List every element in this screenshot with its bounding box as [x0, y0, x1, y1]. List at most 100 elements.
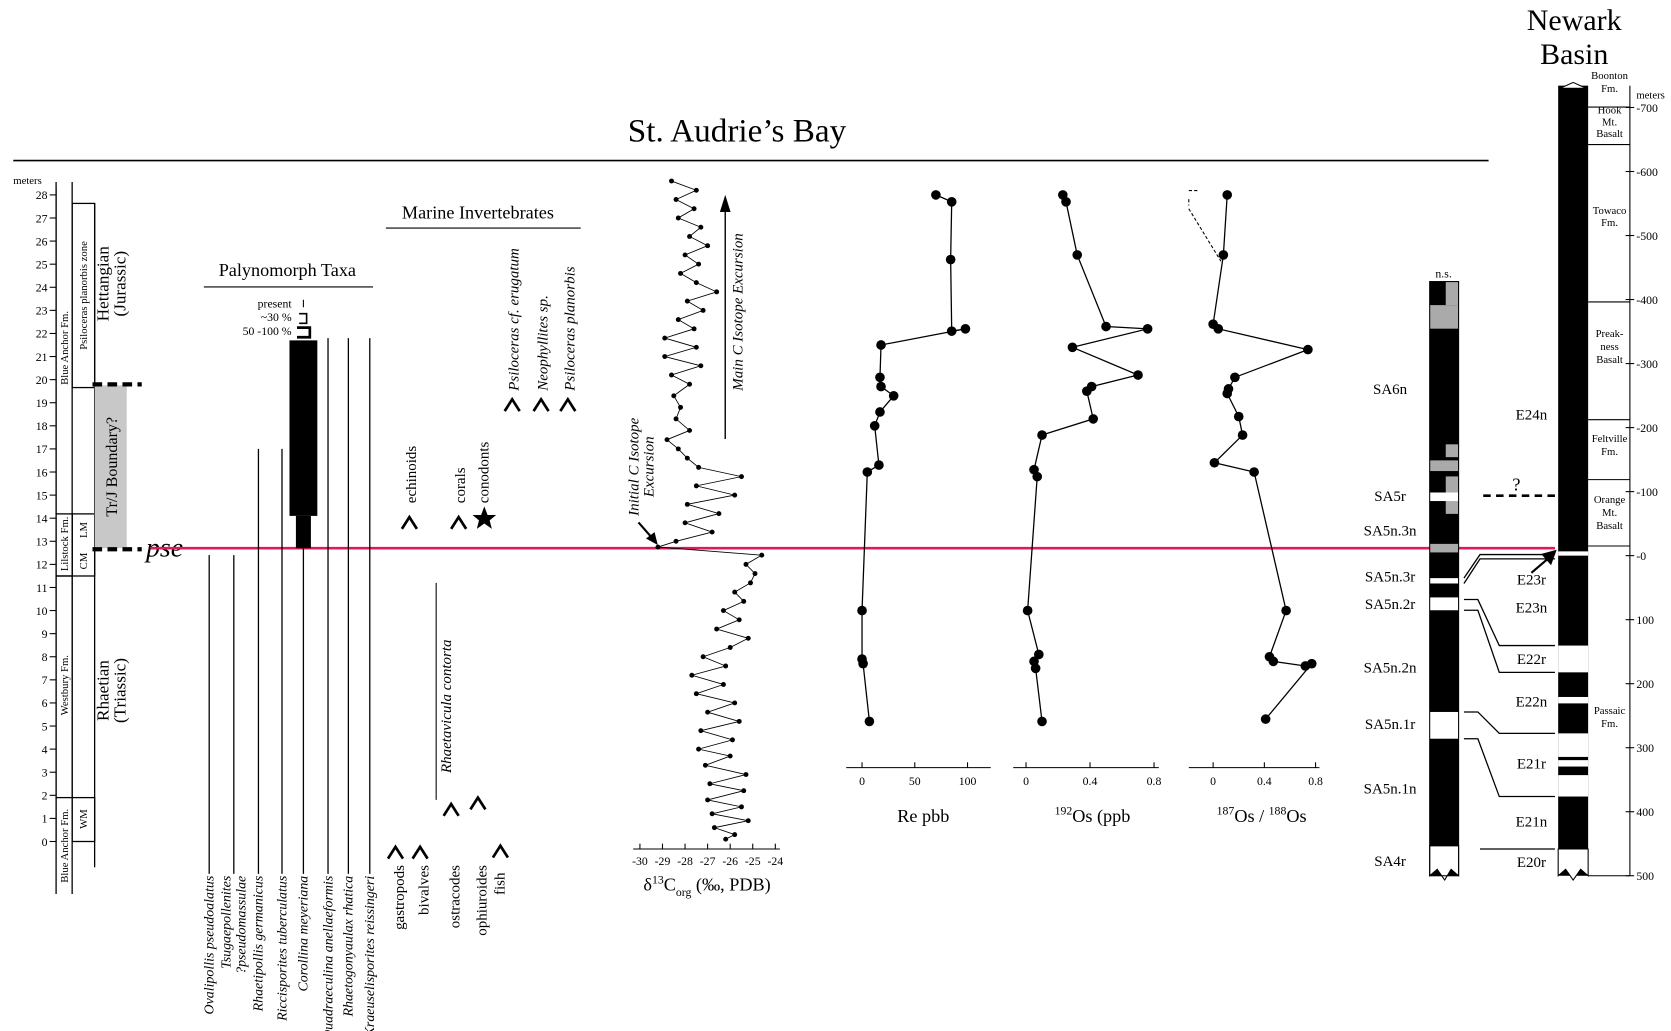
data-point	[1133, 370, 1143, 380]
data-point	[876, 381, 886, 392]
tick-label: 24	[36, 282, 48, 295]
tick-label: 19	[36, 397, 48, 410]
formation: Basalt	[1596, 354, 1623, 366]
data-point	[741, 788, 747, 794]
data-point	[682, 520, 688, 526]
data-point	[946, 326, 957, 336]
data-point	[876, 340, 886, 350]
magnetozone: E21r	[1517, 757, 1546, 773]
data-point	[687, 233, 693, 239]
section-title: Palynomorph Taxa	[219, 260, 356, 280]
tick-label: 1	[42, 813, 48, 826]
tick-label: -200	[1636, 422, 1658, 435]
data-point	[678, 404, 684, 410]
data-point	[1030, 663, 1041, 674]
formation: Fm.	[1601, 446, 1618, 458]
tick-label: -300	[1636, 358, 1658, 371]
profile-line	[1026, 194, 1148, 722]
data-point	[752, 571, 758, 577]
boundary-label: Tr/J Boundary?	[104, 417, 121, 517]
magnetozone: E24n	[1516, 408, 1548, 424]
tick-label: 3	[42, 767, 48, 780]
tick-label: 20	[36, 374, 48, 387]
axis-label: meters	[1636, 89, 1665, 101]
data-point	[698, 363, 704, 369]
arrow-head	[646, 532, 658, 545]
taxon-label: fish	[493, 872, 509, 895]
taxon-label: Tsugaepollenites	[220, 876, 235, 969]
arrow	[1530, 549, 1557, 574]
zone: Psiloceras planorbis zone	[78, 241, 90, 350]
member: CM	[78, 552, 90, 569]
tick-label: 16	[36, 466, 48, 479]
data-point	[888, 390, 899, 401]
data-point	[705, 243, 711, 249]
data-point	[684, 298, 690, 304]
data-point	[698, 224, 704, 230]
magnetozone: E20r	[1517, 855, 1546, 871]
tick-label: 200	[1636, 678, 1654, 691]
data-point	[673, 197, 679, 202]
data-point	[696, 261, 702, 267]
data-point	[714, 626, 720, 632]
data-point	[732, 700, 738, 706]
tick-label: 25	[36, 258, 48, 271]
formation: Blue Anchor Fm.	[59, 809, 71, 883]
data-point	[707, 781, 713, 787]
data-point	[669, 178, 674, 184]
data-point	[696, 464, 702, 470]
tick-label: 13	[36, 536, 48, 549]
tick-label: 0.4	[1083, 775, 1098, 788]
magnetozone: SA6n	[1373, 382, 1408, 398]
tick-label: -600	[1636, 166, 1658, 179]
formation: Westbury Fm.	[59, 655, 71, 715]
profile-line	[657, 180, 764, 840]
profile-line	[1212, 194, 1314, 720]
data-point	[875, 372, 885, 383]
taxon-label: Ovalipollis pseudoalatus	[202, 876, 217, 1015]
occurrence-marker	[472, 506, 497, 529]
data-point	[1222, 388, 1233, 399]
data-point	[711, 825, 717, 831]
axis-title: 187Os / 188Os	[1217, 805, 1307, 826]
data-point	[1268, 656, 1279, 667]
note: n.s.	[1435, 267, 1451, 280]
tick-label: 400	[1636, 806, 1654, 819]
formation: Basalt	[1596, 128, 1623, 140]
tick-label: 300	[1636, 742, 1654, 755]
tick-label: 28	[36, 189, 48, 202]
magnetozone: E23r	[1517, 573, 1546, 589]
data-point	[678, 270, 684, 276]
tick-label: -30	[632, 855, 648, 868]
stage: Hettangian	[94, 246, 113, 322]
data-point	[693, 280, 699, 286]
occurrence-marker	[503, 396, 521, 412]
taxon-label: Rhaetogonyaulax rhatica	[342, 876, 357, 1018]
legend-mark	[296, 326, 312, 339]
member: LM	[78, 521, 90, 538]
data-point	[673, 538, 679, 544]
data-point	[739, 474, 744, 480]
stage: (Triassic)	[111, 658, 130, 723]
tick-label: 2	[42, 790, 48, 803]
taxon-label: echinoids	[404, 446, 420, 504]
taxon-label: Kraeuselisporites reissingeri	[363, 876, 378, 1031]
data-point	[1237, 430, 1248, 440]
formation: Fm.	[1601, 83, 1618, 95]
data-point	[1213, 324, 1224, 334]
taxon-label: gastropods	[392, 865, 408, 930]
occurrence-marker	[400, 514, 419, 530]
tick-label: 0.8	[1147, 775, 1162, 788]
data-point	[684, 455, 690, 461]
data-point	[1067, 342, 1078, 353]
data-point	[693, 483, 699, 489]
stage: (Jurassic)	[111, 251, 130, 317]
data-point	[743, 772, 749, 777]
arrow-head	[719, 194, 731, 212]
data-point	[673, 416, 679, 422]
data-point	[675, 446, 681, 452]
member: WM	[78, 809, 90, 829]
data-point	[1209, 457, 1220, 468]
tick-label: -500	[1636, 230, 1658, 243]
magnetozone: E22n	[1516, 695, 1548, 711]
